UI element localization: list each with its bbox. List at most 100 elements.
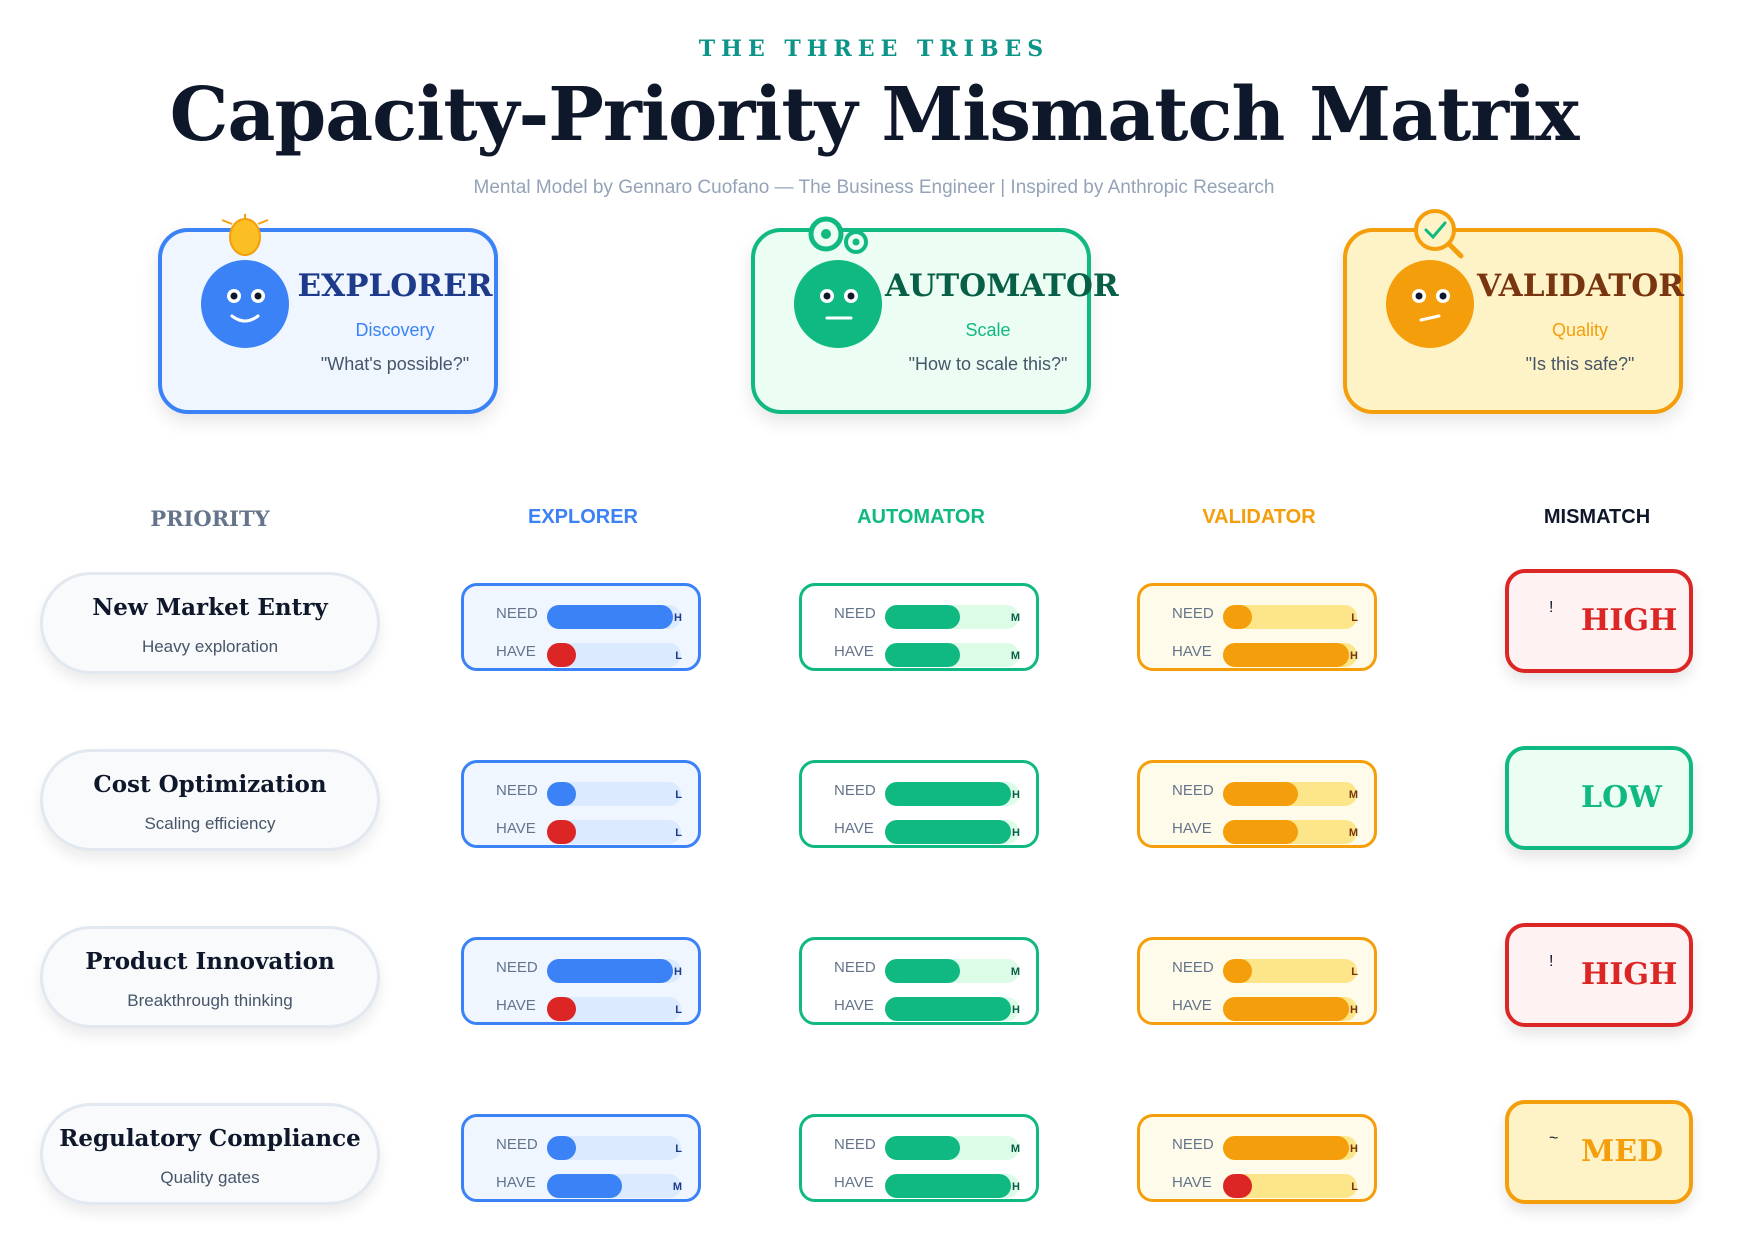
have-bar-row: HAVE L [464, 817, 698, 844]
mismatch-badge: ~ MED [1505, 1100, 1693, 1204]
tribe-question: "How to scale this?" [908, 354, 1068, 374]
explorer-capacity-cell: NEED L HAVE L [461, 760, 701, 848]
column-header-priority: PRIORITY [150, 506, 270, 531]
svg-text:!: ! [1549, 953, 1554, 970]
automator-face-icon [794, 216, 882, 348]
priority-pill: Cost Optimization Scaling efficiency [40, 749, 380, 851]
tribe-name: EXPLORER [297, 268, 493, 304]
need-bar-track [1223, 1136, 1357, 1160]
need-bar-track [1223, 605, 1357, 629]
warning-triangle-icon: ! [1549, 953, 1553, 971]
need-bar-fill [547, 782, 576, 806]
page-title: Capacity-Priority Mismatch Matrix [169, 72, 1580, 158]
column-header-mismatch: MISMATCH [1543, 506, 1651, 528]
need-bar-track [885, 1136, 1019, 1160]
need-bar-fill [1223, 1136, 1349, 1160]
have-label: HAVE [834, 643, 874, 660]
have-bar-track [547, 997, 681, 1021]
priority-description: Heavy exploration [141, 637, 279, 656]
need-label: NEED [1172, 605, 1214, 622]
have-bar-track [547, 1174, 681, 1198]
need-bar-fill [1223, 782, 1298, 806]
tribe-focus: Scale [965, 320, 1011, 340]
need-bar-row: NEED H [802, 779, 1036, 806]
column-header-explorer: EXPLORER [527, 506, 639, 528]
column-header-validator: VALIDATOR [1202, 506, 1316, 528]
have-bar-track [547, 643, 681, 667]
have-bar-fill [885, 820, 1011, 844]
have-level: L [675, 827, 682, 839]
have-bar-fill [885, 997, 1011, 1021]
have-label: HAVE [1172, 820, 1212, 837]
need-level: H [1350, 1143, 1358, 1155]
have-level: H [1012, 827, 1020, 839]
tribe-question: "Is this safe?" [1525, 354, 1635, 374]
have-bar-fill [1223, 643, 1349, 667]
automator-tribe-card: AUTOMATOR Scale "How to scale this?" [751, 216, 1119, 414]
have-bar-track [885, 820, 1019, 844]
need-bar-track [885, 782, 1019, 806]
tribe-focus: Quality [1551, 320, 1609, 340]
need-bar-fill [547, 1136, 576, 1160]
need-bar-track [547, 1136, 681, 1160]
mismatch-badge: LOW [1505, 746, 1693, 850]
need-level: L [1351, 612, 1358, 624]
validator-capacity-cell: NEED L HAVE H [1137, 937, 1377, 1025]
need-bar-row: NEED L [1140, 956, 1374, 983]
need-level: M [1348, 789, 1358, 801]
have-level: M [672, 1181, 682, 1193]
automator-capacity-cell: NEED M HAVE H [799, 937, 1039, 1025]
need-bar-row: NEED H [464, 956, 698, 983]
need-bar-row: NEED M [1140, 779, 1374, 806]
have-bar-fill [1223, 1174, 1252, 1198]
priority-pill: Product Innovation Breakthrough thinking [40, 926, 380, 1028]
mismatch-level: MED [1581, 1134, 1664, 1169]
svg-text:~: ~ [1549, 1130, 1559, 1147]
need-label: NEED [496, 782, 538, 799]
magnifier-check-icon [1414, 209, 1464, 259]
have-level: M [1010, 650, 1020, 662]
have-bar-track [885, 643, 1019, 667]
have-bar-row: HAVE L [464, 640, 698, 667]
priority-name: Regulatory Compliance [59, 1125, 361, 1152]
need-bar-track [547, 782, 681, 806]
priority-pill: Regulatory Compliance Quality gates [40, 1103, 380, 1205]
need-label: NEED [496, 1136, 538, 1153]
need-label: NEED [496, 959, 538, 976]
subtitle: Mental Model by Gennaro Cuofano — The Bu… [473, 177, 1275, 198]
need-bar-track [547, 959, 681, 983]
svg-text:!: ! [1549, 599, 1554, 616]
tribe-focus: Discovery [355, 320, 435, 340]
mismatch-badge: ! HIGH [1505, 923, 1693, 1027]
need-bar-fill [885, 1136, 960, 1160]
validator-capacity-cell: NEED L HAVE H [1137, 583, 1377, 671]
need-label: NEED [834, 605, 876, 622]
need-bar-row: NEED L [464, 1133, 698, 1160]
explorer-face-icon [201, 214, 289, 348]
need-level: H [674, 966, 682, 978]
mismatch-level: LOW [1581, 780, 1662, 815]
have-level: H [1350, 650, 1358, 662]
have-level: L [675, 1004, 682, 1016]
have-label: HAVE [834, 997, 874, 1014]
have-bar-row: HAVE M [464, 1171, 698, 1198]
have-label: HAVE [496, 820, 536, 837]
need-bar-row: NEED M [802, 1133, 1036, 1160]
need-bar-row: NEED L [1140, 602, 1374, 629]
need-label: NEED [1172, 782, 1214, 799]
need-bar-row: NEED H [1140, 1133, 1374, 1160]
tribe-name: AUTOMATOR [885, 268, 1119, 304]
have-level: H [1350, 1004, 1358, 1016]
have-bar-track [885, 997, 1019, 1021]
have-bar-fill [547, 643, 576, 667]
need-bar-fill [1223, 959, 1252, 983]
explorer-capacity-cell: NEED H HAVE L [461, 937, 701, 1025]
have-bar-fill [885, 1174, 1011, 1198]
priority-description: Quality gates [160, 1168, 260, 1187]
have-bar-fill [547, 997, 576, 1021]
need-level: L [675, 789, 682, 801]
need-bar-fill [885, 959, 960, 983]
tilde-circle-icon: ~ [1549, 1130, 1558, 1148]
have-bar-row: HAVE M [1140, 817, 1374, 844]
need-bar-track [885, 959, 1019, 983]
